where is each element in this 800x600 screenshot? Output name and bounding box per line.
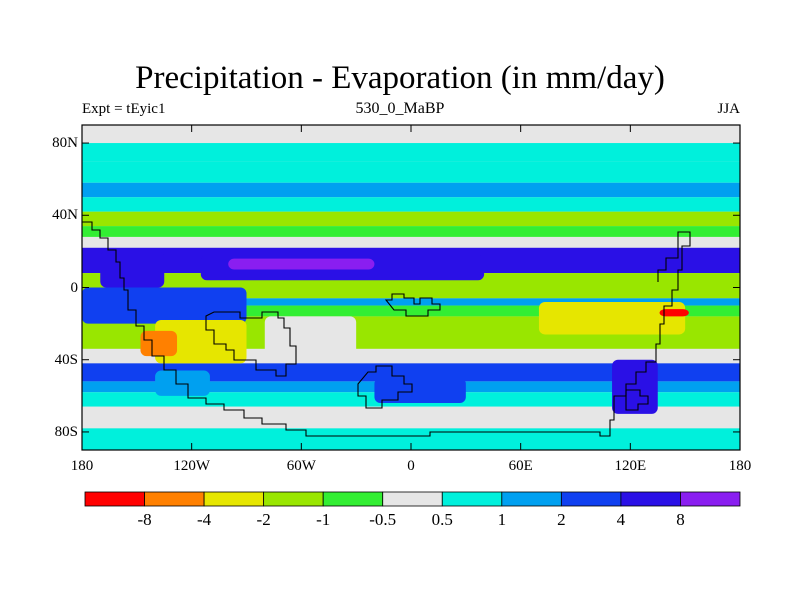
x-tick-label: 120E <box>614 458 647 474</box>
coastline <box>357 365 413 409</box>
field-region <box>264 316 357 360</box>
colorbar <box>84 491 741 507</box>
field-region <box>374 377 466 404</box>
colorbar-label: 8 <box>676 510 685 529</box>
y-tick-label: 40S <box>54 351 78 368</box>
colorbar-label: 1 <box>497 510 507 529</box>
zonal-band <box>82 125 740 144</box>
colorbar-swatch <box>322 491 384 507</box>
colorbar-label: -0.5 <box>369 510 397 529</box>
colorbar-swatch <box>263 491 324 507</box>
zonal-band <box>82 182 740 198</box>
zonal-band <box>82 305 740 317</box>
field-region <box>659 309 689 317</box>
colorbar-swatch <box>680 491 741 507</box>
x-tick-label: 120W <box>173 458 210 474</box>
field-region <box>100 251 165 288</box>
field-region <box>155 370 210 396</box>
chart-title: Precipitation - Evaporation (in mm/day) <box>135 60 665 96</box>
zonal-band <box>82 363 740 382</box>
field-region <box>140 330 178 357</box>
zonal-band <box>82 298 740 306</box>
colorbar-label: -1 <box>316 510 331 529</box>
field-region <box>612 359 658 414</box>
colorbar-swatch <box>84 491 145 507</box>
colorbar-label: -2 <box>256 510 271 529</box>
zonal-band <box>82 211 740 227</box>
field-region <box>228 258 375 270</box>
coastline <box>82 221 691 437</box>
experiment-label: Expt = tEyic1 <box>82 101 166 117</box>
colorbar-swatch <box>501 491 562 507</box>
time-label: 530_0_MaBP <box>355 100 445 117</box>
y-tick-label: 40N <box>52 207 78 224</box>
colorbar-swatch <box>620 491 681 507</box>
zonal-band <box>82 161 740 183</box>
field-region <box>155 320 247 364</box>
colorbar-swatch <box>203 491 265 507</box>
axis-ticks <box>81 125 741 450</box>
y-tick-label: 80N <box>52 135 78 152</box>
colorbar-swatch <box>144 491 205 507</box>
zonal-band <box>82 197 740 212</box>
coastline <box>384 293 441 317</box>
season-label: JJA <box>717 101 740 117</box>
colorbar-swatch <box>441 491 503 507</box>
colorbar-label: 0.5 <box>431 510 453 529</box>
colorbar-label: -4 <box>196 510 212 529</box>
continent-outlines <box>82 221 691 437</box>
coastline <box>625 389 649 411</box>
coastline <box>205 311 297 377</box>
x-tick-label: 180 <box>70 458 94 474</box>
x-tick-label: 60W <box>286 458 316 474</box>
field-region <box>82 287 247 324</box>
x-tick-label: 0 <box>407 458 415 474</box>
zonal-band <box>82 406 740 429</box>
colorbar-swatch <box>560 491 622 507</box>
field-region <box>538 301 686 335</box>
precip-evap-field <box>82 125 740 450</box>
zonal-band <box>82 226 740 237</box>
colorbar-label: 2 <box>557 510 566 529</box>
y-tick-label: 80S <box>54 423 78 440</box>
zonal-band <box>82 143 740 162</box>
zonal-band <box>82 428 740 450</box>
colorbar-label: 4 <box>616 510 626 529</box>
x-tick-label: 180 <box>728 458 752 474</box>
x-tick-label: 60E <box>508 458 533 474</box>
zonal-band <box>82 236 740 248</box>
colorbar-swatch <box>382 491 443 507</box>
colorbar-label: -8 <box>137 510 152 529</box>
y-tick-label: 0 <box>70 279 79 296</box>
